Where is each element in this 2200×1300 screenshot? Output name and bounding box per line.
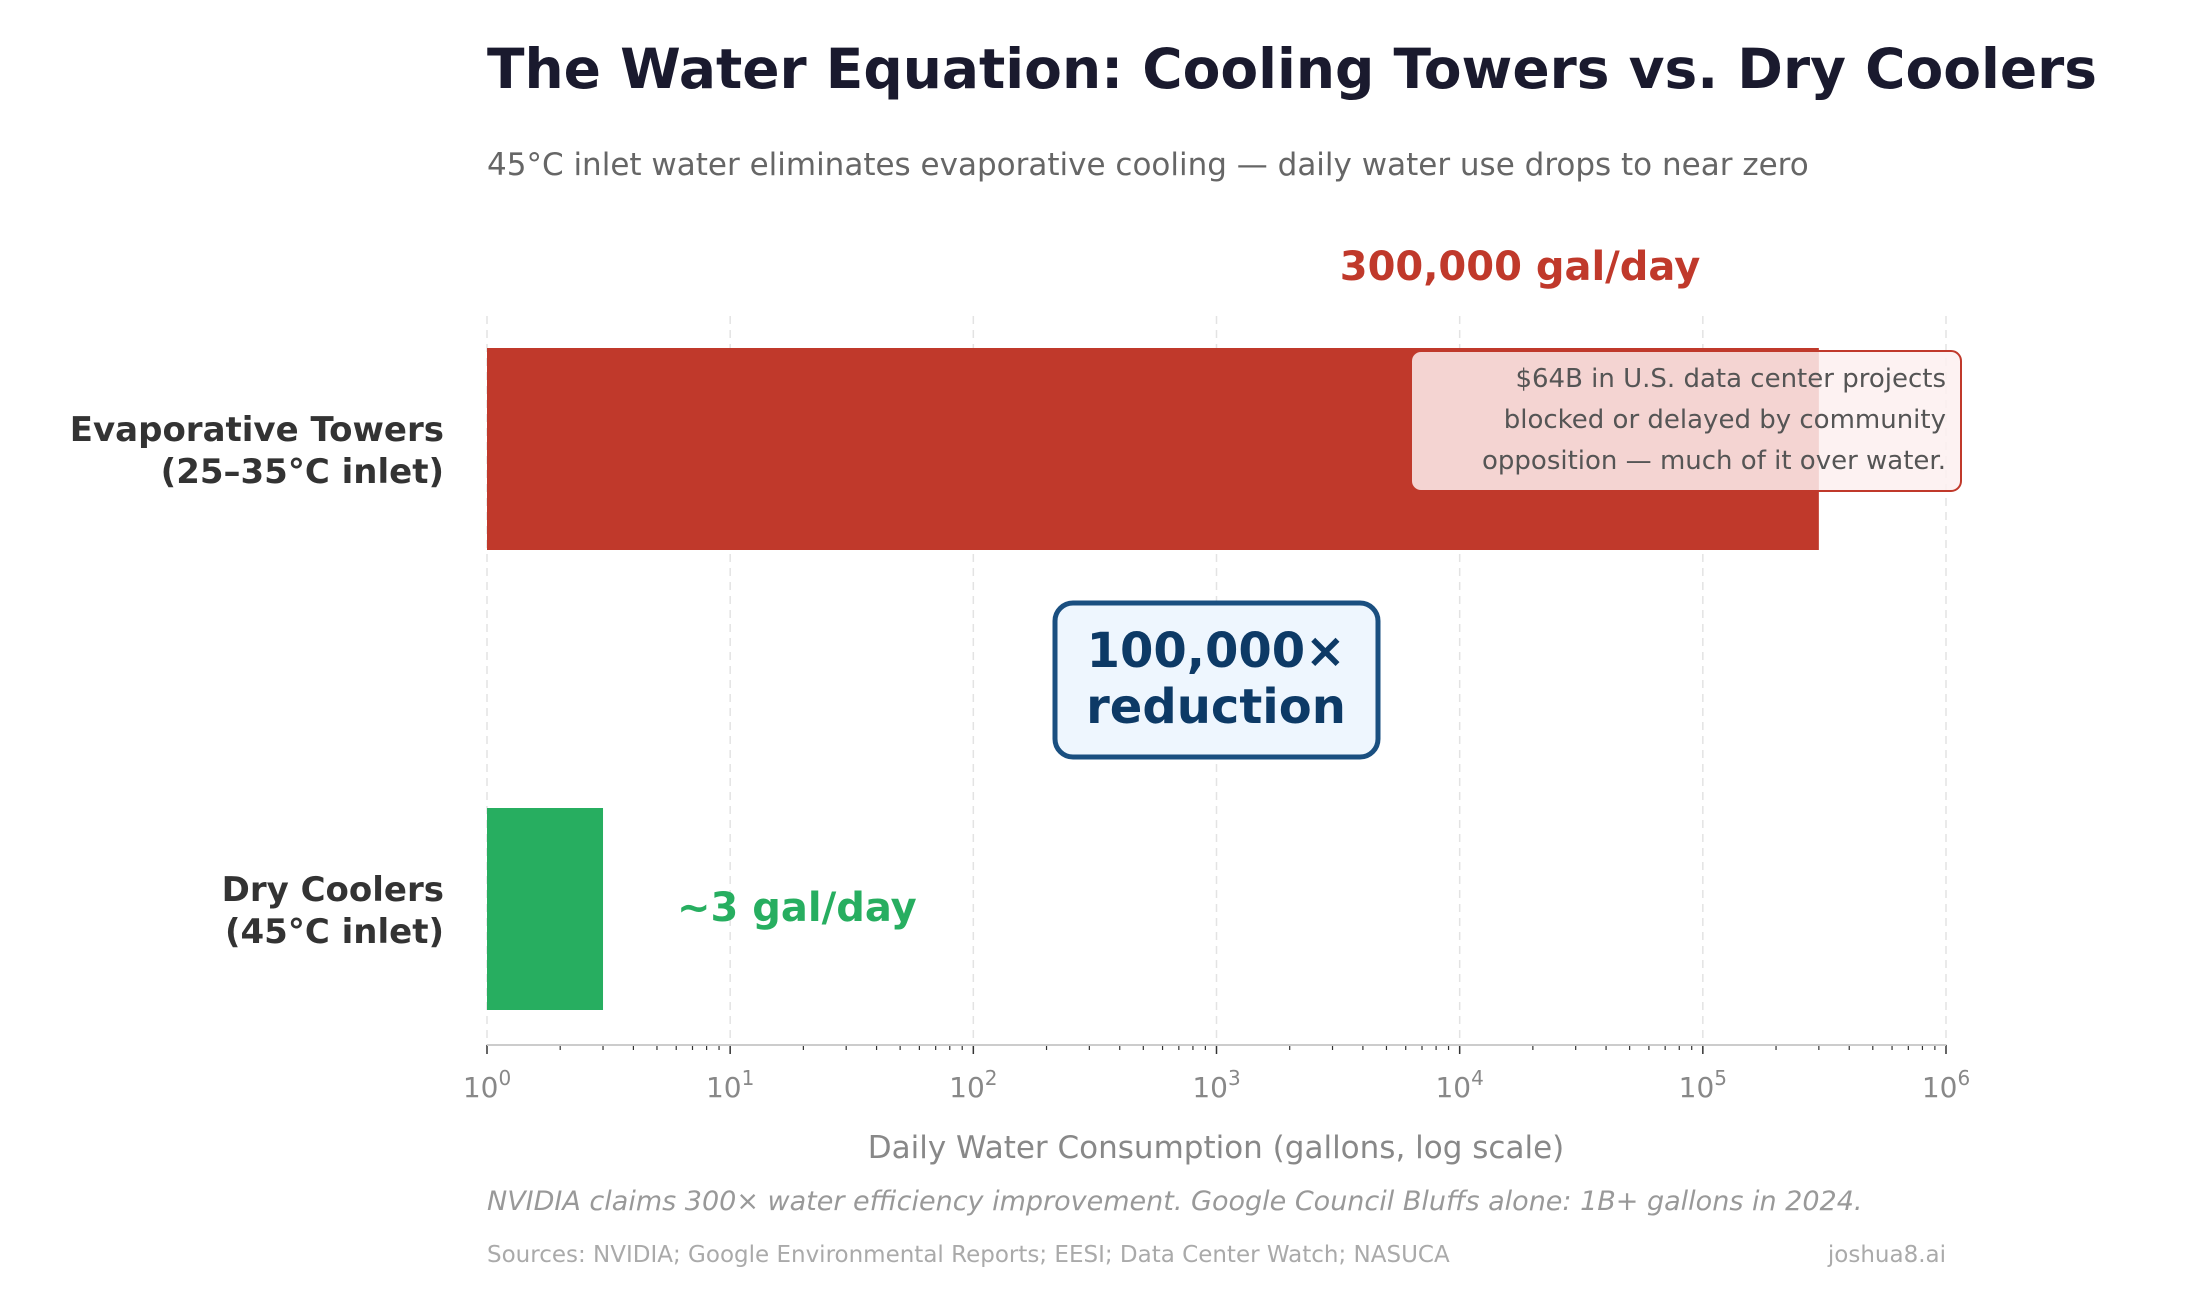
chart-title: The Water Equation: Cooling Towers vs. D… <box>487 37 2097 101</box>
x-axis-label: Daily Water Consumption (gallons, log sc… <box>868 1130 1565 1166</box>
reduction-text: reduction <box>1086 679 1346 735</box>
footer-sources: Sources: NVIDIA; Google Environmental Re… <box>487 1242 1450 1268</box>
x-tick-label: 106 <box>1922 1066 1970 1104</box>
x-tick-label: 101 <box>706 1066 754 1104</box>
annotations: 300,000 gal/day ~3 gal/day $64B in U.S. da… <box>677 244 1962 931</box>
value-label-evaporative: 300,000 gal/day <box>1340 244 1701 290</box>
y-axis-labels: Evaporative Towers(25–35°C inlet) Dry Coo… <box>70 410 444 952</box>
footer-credit: joshua8.ai <box>1827 1242 1946 1268</box>
reduction-box <box>1052 600 1381 760</box>
y-tick-label: (45°C inlet) <box>225 912 444 952</box>
callout-text: blocked or delayed by community <box>1504 405 1946 435</box>
x-tick-label: 103 <box>1192 1066 1240 1104</box>
x-tick-label: 100 <box>463 1066 511 1104</box>
chart-subtitle: 45°C inlet water eliminates evaporative … <box>487 147 1809 183</box>
x-tick-label: 102 <box>949 1066 997 1104</box>
bar-1 <box>487 808 604 1010</box>
y-tick-label: Evaporative Towers <box>70 410 444 450</box>
footer-note: NVIDIA claims 300× water efficiency impr… <box>487 1186 1862 1217</box>
value-label-dry: ~3 gal/day <box>677 885 917 931</box>
x-tick-label: 105 <box>1679 1066 1727 1104</box>
x-tick-label: 104 <box>1435 1066 1483 1104</box>
y-tick-label: (25–35°C inlet) <box>161 452 444 492</box>
reduction-text: 100,000× <box>1087 623 1346 679</box>
callout-box <box>1410 350 1962 492</box>
callout-text: opposition — much of it over water. <box>1482 446 1946 476</box>
x-axis: 100 101 102 103 104 105 106 <box>463 1044 1970 1104</box>
y-tick-label: Dry Coolers <box>222 870 444 910</box>
callout-text: $64B in U.S. data center projects <box>1515 364 1946 394</box>
